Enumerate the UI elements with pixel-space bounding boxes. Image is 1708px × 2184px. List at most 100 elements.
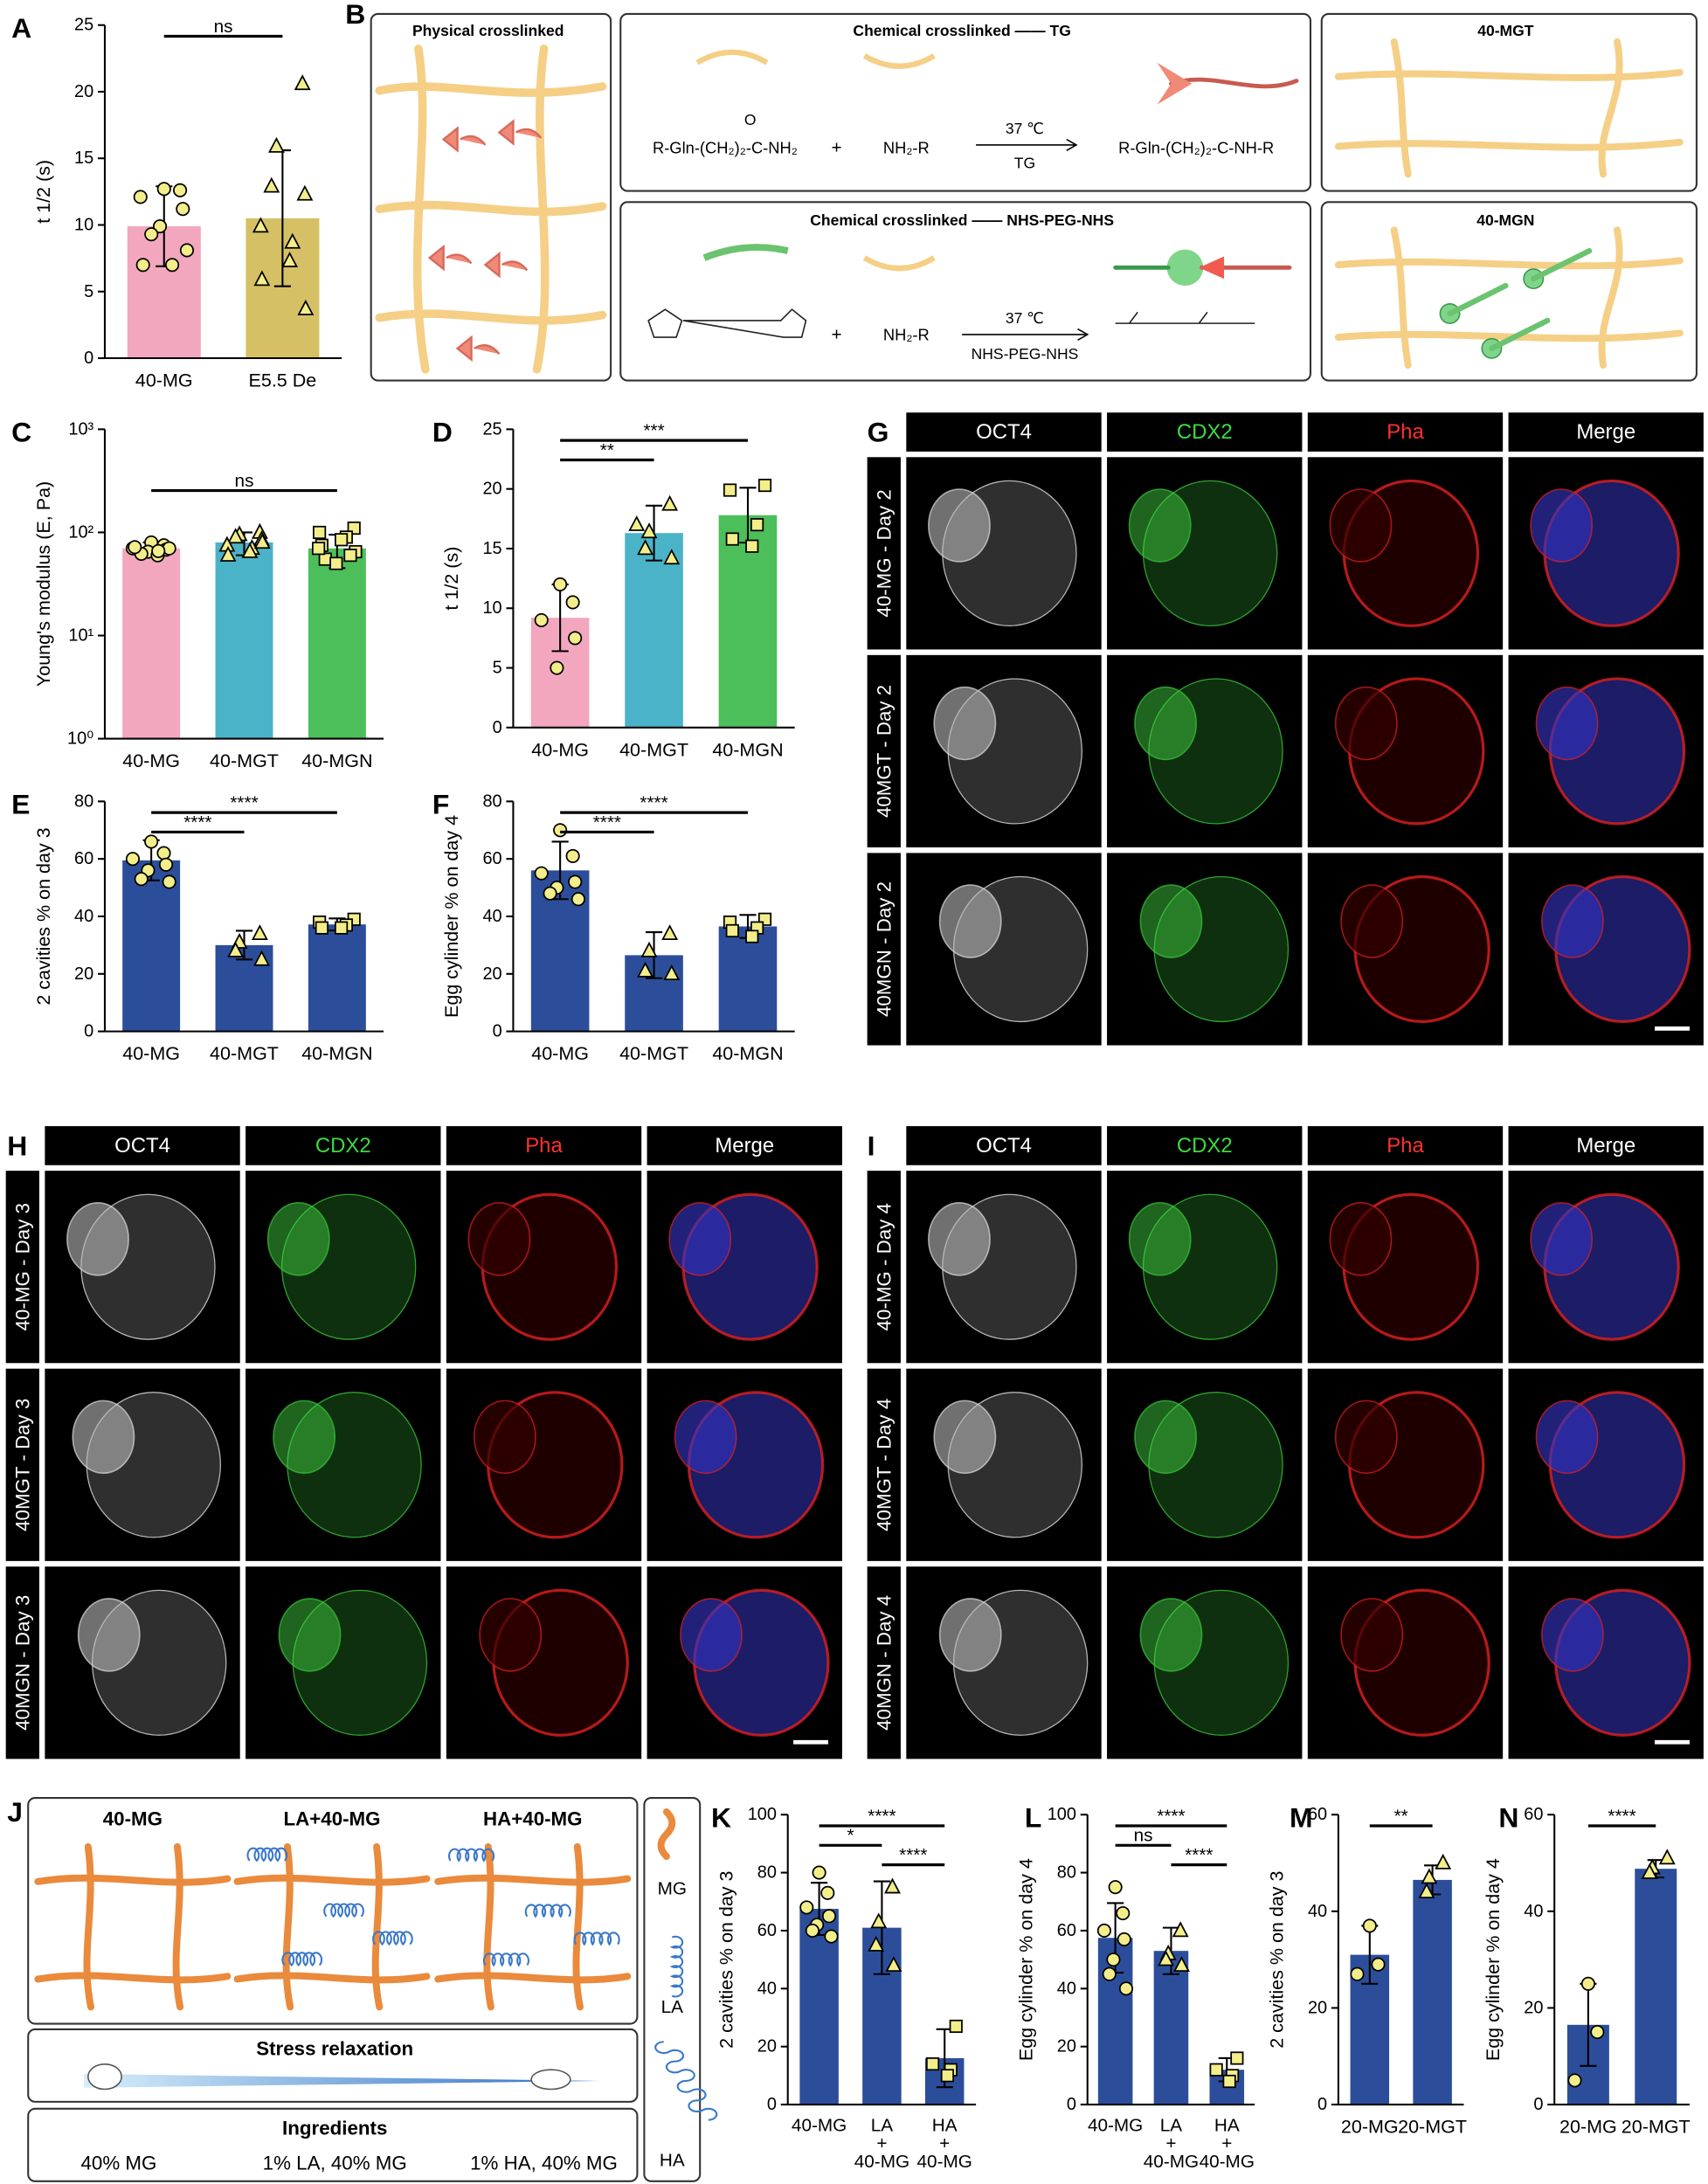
cell-blob [668, 1202, 732, 1276]
data-point [162, 874, 176, 889]
channel-header [446, 1126, 642, 1165]
panel-frame [619, 12, 1312, 192]
cell-blob [1148, 1392, 1283, 1538]
panel-letter: N [1498, 1801, 1518, 1833]
polymer-coil [482, 1952, 529, 1967]
data-point [820, 1885, 835, 1900]
rabbit-icon [87, 2063, 122, 2091]
data-point [1418, 1883, 1435, 1898]
data-point [870, 1912, 888, 1929]
data-point [1116, 1905, 1131, 1921]
bar [122, 860, 181, 1032]
cell-blob [1134, 686, 1197, 761]
row-label-bg [867, 457, 901, 650]
data-point [949, 2019, 963, 2034]
y-tick-label: 20 [757, 2037, 777, 2056]
formula: R-Gln-(CH₂)₂-C-NH₂ [653, 139, 798, 157]
x-tick-label: 40-MG [854, 2152, 909, 2172]
x-tick-label: 20-MGT [1622, 2117, 1691, 2138]
panel-letter: C [11, 417, 31, 448]
x-tick-label: 40-MGN [712, 1043, 783, 1064]
row-label-bg [867, 1566, 901, 1759]
bar [308, 924, 366, 1032]
panel-letter: F [432, 789, 449, 820]
cell-blob [1329, 488, 1393, 563]
x-tick-label: 40-MGT [210, 1043, 279, 1064]
schematic-title: Chemical crosslinked —— NHS-PEG-NHS [810, 211, 1114, 229]
panel-letter: A [11, 12, 31, 44]
significance-label: **** [899, 1845, 927, 1865]
y-tick-label: 20 [74, 964, 93, 984]
data-point [227, 528, 245, 544]
fiber [233, 1874, 431, 1886]
cell-blob [1334, 686, 1398, 761]
data-point [868, 1935, 885, 1952]
crosslinker [497, 119, 543, 146]
reagent [862, 53, 936, 69]
data-point [1102, 1966, 1117, 1981]
reaction-arrow [976, 138, 1078, 151]
formula: O [744, 111, 757, 128]
significance-label: **** [868, 1806, 895, 1826]
chem-structure [647, 308, 807, 338]
panel-letter: I [868, 1130, 875, 1161]
x-tick-label: 40-MG [531, 739, 589, 760]
row-label-bg [867, 1171, 901, 1364]
x-tick-label: 40-MGT [210, 750, 279, 771]
y-tick-label: 60 [1524, 1805, 1543, 1824]
row-label: 40MGT - Day 3 [11, 1399, 33, 1531]
fiber [1598, 38, 1623, 178]
y-tick-label: 0 [84, 1022, 93, 1041]
micrograph [45, 1368, 240, 1561]
micrograph [245, 1368, 441, 1561]
fiber [483, 1842, 494, 2011]
polymer-coil [524, 1904, 571, 1918]
x-tick-label: 40-MG [122, 1043, 180, 1064]
x-tick-label: 40-MG [1200, 2152, 1255, 2172]
channel-label: Merge [1576, 420, 1635, 444]
x-tick-label: HA [932, 2115, 958, 2135]
channel-label: CDX2 [1177, 1134, 1233, 1158]
data-point [1118, 1981, 1134, 1996]
fiber [572, 1842, 584, 2011]
panel-letter: E [11, 789, 30, 820]
x-tick-label: E5.5 De [249, 370, 317, 391]
data-point [725, 923, 739, 938]
x-tick-label: 40-MGT [619, 1043, 688, 1064]
channel-header [1307, 1126, 1504, 1165]
panel-frame [1320, 12, 1698, 192]
row-label-bg [5, 1368, 39, 1561]
y-axis-label: Egg cylinder % on day 4 [441, 815, 462, 1018]
data-point [176, 202, 190, 217]
y-tick-label: 0 [493, 1022, 502, 1041]
y-tick-label: 20 [74, 82, 93, 101]
y-tick-label: 40 [1057, 1979, 1076, 1998]
polymer-coil [448, 1848, 495, 1863]
y-tick-label: 20 [482, 964, 501, 984]
x-tick-label: 20-MG [1341, 2117, 1399, 2138]
reagent [695, 49, 769, 66]
cell-blob [473, 1400, 536, 1475]
micrograph [1107, 654, 1303, 848]
channel-header [647, 1126, 842, 1165]
data-point [637, 961, 654, 978]
cell-blob [1142, 1193, 1278, 1340]
data-point [1580, 1976, 1595, 1991]
cell-blob [1334, 1400, 1398, 1475]
reaction-arrow [962, 328, 1089, 341]
data-point [553, 823, 568, 838]
data-point [1658, 1849, 1676, 1865]
channel-label: Pha [525, 1134, 563, 1158]
cell-blob [77, 1598, 141, 1672]
cell-blob [1153, 1589, 1290, 1736]
fiber [657, 1808, 676, 1861]
row-label: 40MGN - Day 3 [11, 1595, 33, 1731]
micrograph [1107, 1566, 1303, 1759]
fiber [1390, 226, 1412, 369]
significance-label: ** [1394, 1806, 1408, 1826]
bar [215, 542, 273, 739]
data-point [628, 515, 646, 531]
significance-label: **** [1157, 1806, 1185, 1826]
x-tick-label: 40-MGN [301, 750, 372, 771]
